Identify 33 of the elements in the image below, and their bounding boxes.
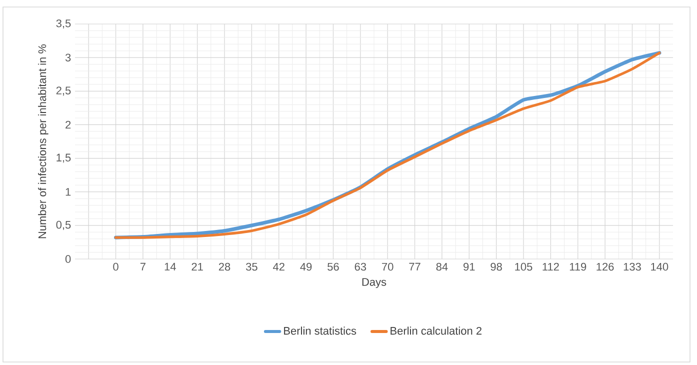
legend-label: Berlin statistics xyxy=(284,326,356,335)
x-tick-label: 105 xyxy=(515,262,532,271)
x-tick-label: 70 xyxy=(382,262,394,271)
y-tick-label: 0 xyxy=(65,255,71,263)
x-tick-label: 28 xyxy=(218,262,230,271)
x-tick-label: 91 xyxy=(464,262,475,271)
y-tick-label: 2,5 xyxy=(56,86,71,96)
y-tick-label: 2 xyxy=(66,120,71,129)
y-tick-label: 3,5 xyxy=(56,19,71,29)
y-tick-label: 3 xyxy=(65,54,71,62)
x-axis-title: Days xyxy=(362,278,386,288)
x-tick-label: 98 xyxy=(490,262,502,271)
x-tick-label: 112 xyxy=(542,262,559,271)
y-tick-label: 1,5 xyxy=(56,154,71,163)
x-tick-label: 49 xyxy=(300,262,312,271)
y-tick-label: 1 xyxy=(66,188,71,196)
x-tick-label: 0 xyxy=(113,262,118,271)
x-tick-label: 140 xyxy=(651,262,668,271)
x-tick-label: 14 xyxy=(164,262,176,270)
legend-label: Berlin calculation 2 xyxy=(390,326,482,335)
x-tick-label: 84 xyxy=(436,262,448,271)
y-axis-title: Number of infections per inhabitant in % xyxy=(38,44,48,238)
x-tick-label: 35 xyxy=(246,262,258,271)
x-tick-label: 56 xyxy=(328,262,339,271)
x-tick-label: 133 xyxy=(624,262,641,271)
x-tick-label: 7 xyxy=(140,262,146,270)
x-tick-label: 77 xyxy=(409,262,420,270)
x-tick-label: 119 xyxy=(570,262,586,271)
x-tick-label: 63 xyxy=(354,262,366,271)
x-tick-label: 21 xyxy=(192,262,203,271)
y-tick-label: 0,5 xyxy=(56,220,71,230)
x-tick-label: 126 xyxy=(596,262,614,271)
x-tick-label: 42 xyxy=(273,262,284,271)
